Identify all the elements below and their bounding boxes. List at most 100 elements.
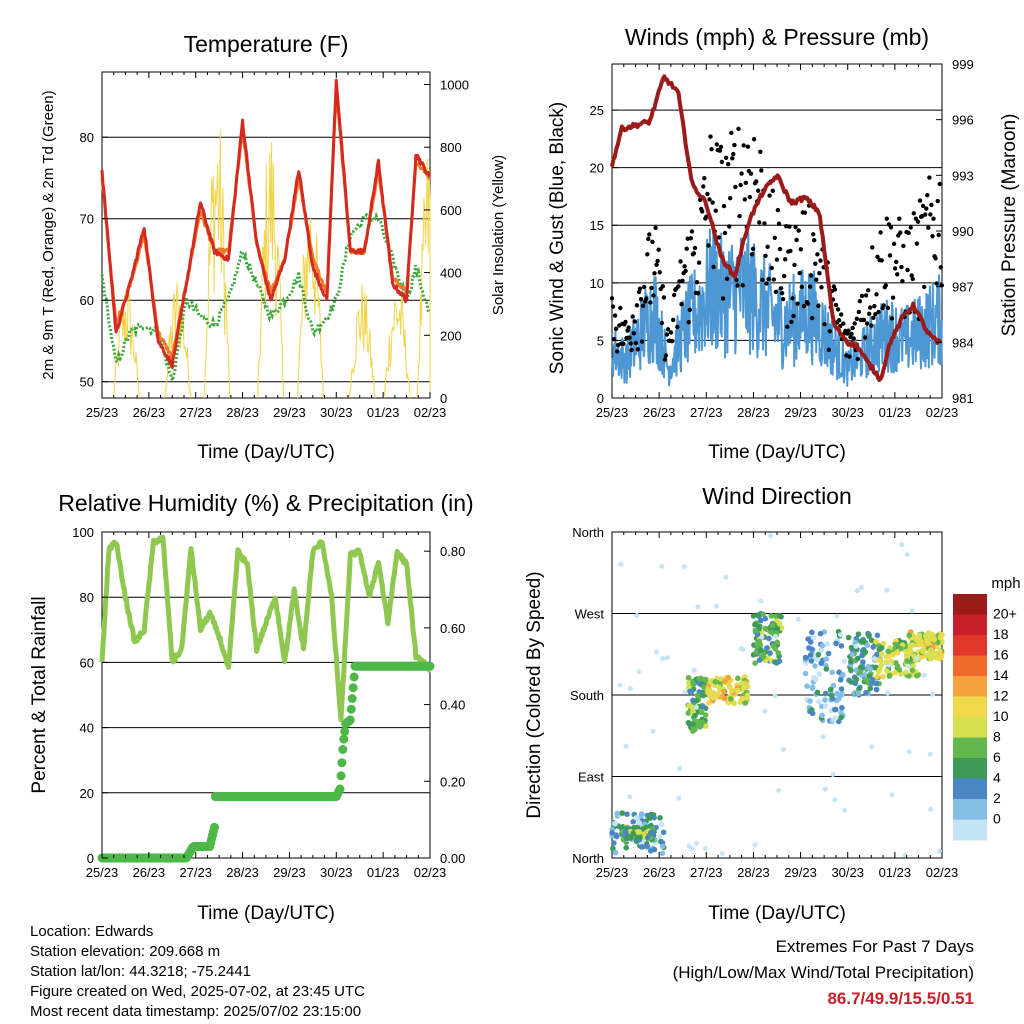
direction-point bbox=[931, 636, 937, 643]
direction-point bbox=[869, 680, 875, 686]
gust-point bbox=[849, 331, 854, 337]
direction-point bbox=[659, 563, 665, 569]
gust-point bbox=[649, 285, 654, 291]
gust-point bbox=[610, 304, 616, 309]
gust-point bbox=[687, 307, 692, 313]
humidity-ytick-right-label: 0.40 bbox=[440, 698, 465, 713]
gust-point bbox=[847, 354, 852, 359]
gust-point bbox=[726, 162, 731, 167]
direction-point bbox=[722, 678, 728, 685]
gust-point bbox=[869, 323, 874, 328]
direction-point bbox=[614, 810, 620, 817]
gust-point bbox=[805, 301, 811, 306]
temperature-ytick-right-label: 800 bbox=[440, 140, 462, 155]
winds-ytick-right-label: 984 bbox=[952, 335, 974, 350]
humidity-xlabel: Time (Day/UTC) bbox=[197, 903, 335, 924]
direction-point bbox=[904, 658, 910, 664]
gust-point bbox=[895, 272, 900, 277]
direction-point bbox=[691, 667, 697, 673]
gust-point bbox=[651, 293, 656, 298]
precip-point bbox=[340, 726, 350, 736]
legend-swatch bbox=[953, 676, 987, 697]
gust-point bbox=[645, 252, 650, 257]
direction-point bbox=[855, 690, 862, 697]
precip-point bbox=[348, 683, 358, 693]
legend-label: 2 bbox=[993, 790, 1001, 806]
temperature-xtick-label: 25/23 bbox=[86, 405, 119, 420]
direction-point bbox=[914, 673, 920, 679]
precip-point bbox=[345, 715, 355, 725]
gust-point bbox=[760, 277, 765, 283]
gust-point bbox=[792, 262, 797, 268]
direction-point bbox=[752, 621, 758, 628]
legend-label: 8 bbox=[993, 729, 1001, 745]
direction-xtick-label: 25/23 bbox=[596, 865, 629, 880]
gust-point bbox=[861, 317, 867, 323]
direction-point bbox=[760, 611, 767, 618]
direction-point bbox=[610, 845, 616, 852]
solar-insolation-line bbox=[383, 293, 411, 399]
precip-point bbox=[339, 734, 349, 744]
direction-point bbox=[769, 622, 776, 628]
direction-point bbox=[890, 651, 896, 658]
gust-point bbox=[678, 259, 683, 264]
direction-point bbox=[824, 641, 830, 647]
direction-point bbox=[903, 648, 909, 655]
direction-point bbox=[883, 668, 890, 674]
gust-point bbox=[767, 193, 772, 198]
legend-swatch bbox=[953, 655, 987, 677]
direction-point bbox=[939, 639, 945, 645]
gust-point bbox=[618, 305, 623, 311]
gust-point bbox=[688, 236, 693, 241]
direction-point bbox=[720, 688, 727, 695]
gust-point bbox=[647, 232, 652, 237]
direction-point bbox=[772, 693, 778, 699]
gust-point bbox=[684, 246, 689, 251]
gust-point bbox=[857, 299, 863, 304]
direction-point bbox=[822, 697, 828, 703]
gust-point bbox=[885, 305, 891, 311]
direction-point bbox=[657, 834, 663, 839]
direction-point bbox=[860, 659, 866, 665]
winds-ytick-label: 15 bbox=[590, 218, 604, 233]
direction-point bbox=[694, 692, 701, 699]
gust-point bbox=[756, 188, 761, 193]
direction-point bbox=[845, 634, 852, 641]
direction-point bbox=[829, 669, 835, 676]
gust-point bbox=[796, 228, 801, 233]
temperature-ylabel: 2m & 9m T (Red, Orange) & 2m Td (Green) bbox=[40, 90, 57, 379]
gust-point bbox=[872, 304, 877, 309]
winds-xtick-label: 26/23 bbox=[643, 405, 676, 420]
gust-point bbox=[859, 293, 865, 299]
direction-point bbox=[756, 638, 763, 645]
direction-point bbox=[822, 690, 829, 697]
direction-point bbox=[703, 723, 709, 729]
direction-point bbox=[830, 772, 836, 777]
direction-point bbox=[774, 625, 781, 632]
winds-ylabel: Sonic Wind & Gust (Blue, Black) bbox=[547, 102, 568, 374]
direction-point bbox=[758, 598, 764, 604]
direction-point bbox=[807, 639, 814, 645]
direction-point bbox=[693, 698, 700, 704]
gust-point bbox=[812, 238, 817, 243]
direction-point bbox=[822, 703, 829, 709]
gust-point bbox=[662, 357, 668, 362]
gust-point bbox=[709, 147, 714, 152]
humidity-ytick-label: 40 bbox=[80, 721, 94, 736]
direction-point bbox=[692, 712, 698, 719]
direction-point bbox=[714, 603, 719, 609]
legend-label: 6 bbox=[993, 749, 1001, 765]
direction-point bbox=[633, 815, 639, 821]
gust-point bbox=[914, 241, 920, 246]
gust-point bbox=[863, 293, 869, 298]
gust-point bbox=[754, 179, 759, 184]
gust-point bbox=[648, 300, 653, 305]
direction-point bbox=[766, 635, 772, 642]
direction-point bbox=[880, 640, 887, 647]
direction-point bbox=[702, 845, 708, 851]
direction-point bbox=[815, 698, 822, 705]
gust-point bbox=[851, 336, 856, 341]
temperature-ytick-right-label: 1000 bbox=[440, 78, 469, 93]
legend-label: 4 bbox=[993, 770, 1001, 786]
gust-point bbox=[723, 155, 729, 160]
